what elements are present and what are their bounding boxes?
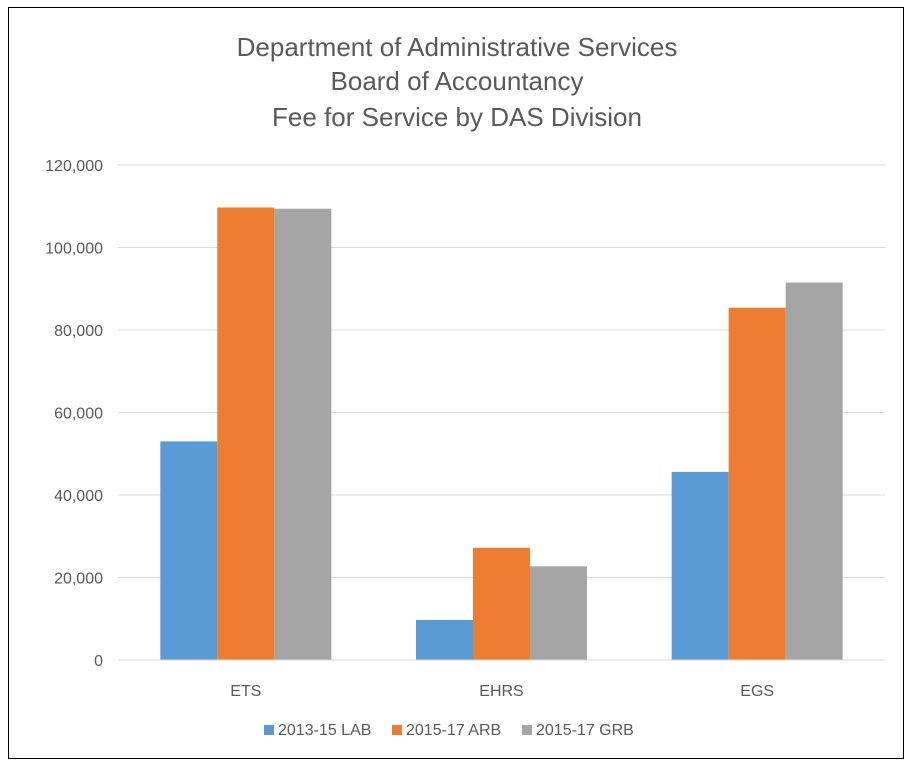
- bar-ehrs-2: [530, 566, 587, 660]
- bar-ets-1: [217, 207, 275, 661]
- bar-egs-2: [785, 282, 843, 660]
- legend-swatch: [264, 725, 274, 735]
- y-tick-label: 80,000: [54, 323, 103, 340]
- y-tick-label: 60,000: [54, 406, 103, 423]
- legend-swatch: [392, 725, 402, 735]
- chart-title-line-2: Board of Accountancy: [331, 66, 584, 96]
- bar-egs-1: [728, 307, 786, 660]
- chart-title: Department of Administrative Services Bo…: [237, 32, 678, 132]
- bar-ehrs-1: [473, 547, 530, 660]
- y-tick-label: 100,000: [45, 241, 103, 258]
- bar-ehrs-0: [416, 619, 473, 660]
- y-tick-label: 20,000: [54, 571, 103, 588]
- legend-label: 2013-15 LAB: [278, 722, 371, 739]
- y-tick-label: 0: [94, 653, 103, 670]
- chart-title-line-1: Department of Administrative Services: [237, 32, 678, 62]
- legend-swatch: [522, 725, 532, 735]
- bars: [118, 207, 885, 661]
- x-tick-label: EHRS: [479, 683, 523, 700]
- chart-frame: Department of Administrative Services Bo…: [8, 7, 904, 759]
- bar-chart: Department of Administrative Services Bo…: [45, 32, 885, 739]
- bar-ets-2: [274, 208, 332, 660]
- legend: 2013-15 LAB 2015-17 ARB 2015-17 GRB: [264, 722, 634, 739]
- bar-egs-0: [671, 471, 729, 660]
- x-axis-tick-labels: ETS EHRS EGS: [230, 683, 774, 700]
- x-tick-label: ETS: [230, 683, 261, 700]
- legend-label: 2015-17 GRB: [536, 722, 634, 739]
- y-tick-label: 120,000: [45, 158, 103, 175]
- y-tick-label: 40,000: [54, 488, 103, 505]
- x-tick-label: EGS: [740, 683, 774, 700]
- chart-title-line-3: Fee for Service by DAS Division: [272, 102, 642, 132]
- y-axis-tick-labels: 0 20,000 40,000 60,000 80,000 100,000 120,000: [45, 158, 103, 670]
- legend-label: 2015-17 ARB: [406, 722, 501, 739]
- bar-ets-0: [160, 441, 218, 660]
